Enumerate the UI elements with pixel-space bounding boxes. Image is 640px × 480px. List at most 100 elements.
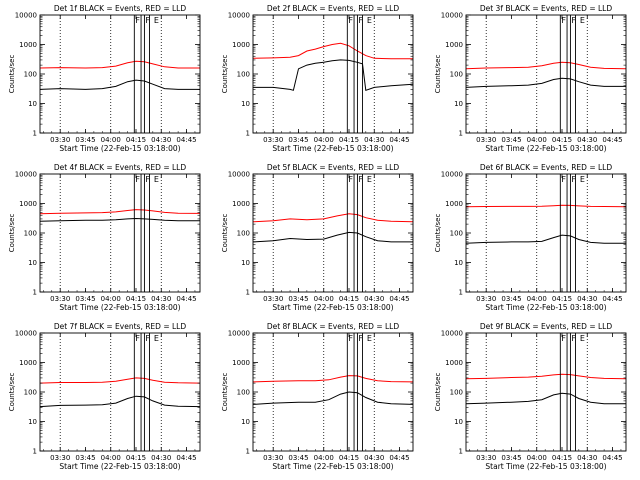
x-tick-label: 04:15	[339, 295, 359, 303]
x-tick-label: 03:30	[476, 454, 496, 462]
x-tick-label: 03:30	[476, 295, 496, 303]
x-tick-label: 04:00	[527, 295, 547, 303]
flare-marker-label: F	[571, 175, 576, 184]
y-tick-label: 10000	[15, 12, 37, 20]
flare-marker-label: F	[561, 16, 566, 25]
x-tick-label: 04:45	[176, 295, 196, 303]
panel-title: Det 4f BLACK = Events, RED = LLD	[54, 163, 187, 172]
y-axis-label: Counts/sec	[8, 214, 16, 253]
panel-title: Det 2f BLACK = Events, RED = LLD	[267, 4, 400, 13]
panel-title: Det 7f BLACK = Events, RED = LLD	[54, 322, 187, 331]
y-tick-label: 1	[459, 130, 463, 138]
y-tick-label: 10	[241, 418, 250, 426]
x-tick-label: 04:00	[101, 136, 121, 144]
x-tick-label: 03:45	[501, 454, 521, 462]
lld-series-line	[465, 204, 627, 208]
x-tick-label: 04:15	[126, 295, 146, 303]
flare-marker-label: E	[580, 16, 585, 25]
plot-frame	[39, 332, 201, 452]
y-tick-label: 100	[24, 71, 37, 79]
y-tick-label: 10	[241, 259, 250, 267]
y-tick-label: 100	[237, 230, 250, 238]
x-tick-label: 04:15	[552, 136, 572, 144]
x-tick-label: 04:00	[101, 454, 121, 462]
x-axis-label: Start Time (22-Feb-15 03:18:00)	[272, 462, 393, 471]
y-axis-label: Counts/sec	[434, 214, 442, 253]
x-tick-label: 04:45	[389, 136, 409, 144]
y-tick-label: 100	[24, 389, 37, 397]
plot-frame	[465, 332, 627, 452]
x-tick-label: 04:45	[389, 454, 409, 462]
y-tick-label: 100	[450, 389, 463, 397]
y-tick-label: 10	[28, 418, 37, 426]
y-tick-label: 1000	[445, 359, 463, 367]
flare-marker-label: F	[571, 334, 576, 343]
x-axis-label: Start Time (22-Feb-15 03:18:00)	[272, 144, 393, 153]
flare-marker-label: F	[348, 175, 353, 184]
x-tick-label: 03:30	[476, 136, 496, 144]
y-tick-label: 10000	[15, 171, 37, 179]
x-tick-label: 04:00	[314, 454, 334, 462]
x-tick-label: 04:30	[151, 136, 171, 144]
x-tick-label: 03:45	[288, 136, 308, 144]
x-tick-label: 04:45	[602, 136, 622, 144]
x-tick-label: 04:30	[577, 295, 597, 303]
flare-marker-label: E	[367, 334, 372, 343]
flare-marker-label: F	[348, 16, 353, 25]
y-tick-label: 1000	[19, 41, 37, 49]
x-tick-label: 03:45	[75, 454, 95, 462]
x-tick-label: 04:30	[577, 454, 597, 462]
y-tick-label: 10000	[228, 330, 250, 338]
x-tick-label: 04:30	[364, 454, 384, 462]
x-tick-label: 04:15	[126, 136, 146, 144]
x-tick-label: 03:45	[501, 136, 521, 144]
flare-marker-label: F	[358, 16, 363, 25]
y-tick-label: 1	[459, 289, 463, 297]
x-tick-label: 03:45	[501, 295, 521, 303]
y-tick-label: 10000	[441, 12, 463, 20]
plot-frame	[465, 14, 627, 134]
panel-title: Det 9f BLACK = Events, RED = LLD	[480, 322, 613, 331]
x-tick-label: 03:45	[75, 295, 95, 303]
lld-series-line	[252, 213, 414, 223]
x-tick-label: 04:45	[389, 295, 409, 303]
x-tick-label: 04:45	[602, 454, 622, 462]
x-tick-label: 03:30	[263, 295, 283, 303]
events-series-line	[39, 395, 201, 408]
events-series-line	[252, 231, 413, 243]
y-tick-label: 1000	[232, 359, 250, 367]
x-tick-label: 04:45	[176, 136, 196, 144]
y-axis-label: Counts/sec	[221, 373, 229, 412]
y-tick-label: 10	[241, 100, 250, 108]
x-tick-label: 04:15	[552, 454, 572, 462]
x-tick-label: 04:15	[126, 454, 146, 462]
x-tick-label: 04:00	[101, 295, 121, 303]
flare-marker-label: F	[358, 334, 363, 343]
x-tick-label: 04:15	[552, 295, 572, 303]
y-tick-label: 1	[246, 130, 250, 138]
events-series-line	[465, 77, 626, 88]
panel-title: Det 6f BLACK = Events, RED = LLD	[480, 163, 613, 172]
y-tick-label: 10	[454, 100, 463, 108]
y-tick-label: 10000	[15, 330, 37, 338]
y-axis-label: Counts/sec	[8, 55, 16, 94]
x-axis-label: Start Time (22-Feb-15 03:18:00)	[272, 303, 393, 312]
y-tick-label: 10	[454, 418, 463, 426]
x-tick-label: 04:45	[602, 295, 622, 303]
x-tick-label: 03:30	[50, 136, 70, 144]
x-tick-label: 03:45	[288, 454, 308, 462]
panel-title: Det 3f BLACK = Events, RED = LLD	[480, 4, 613, 13]
y-axis-label: Counts/sec	[221, 214, 229, 253]
y-tick-label: 1	[246, 289, 250, 297]
y-tick-label: 100	[237, 71, 250, 79]
y-tick-label: 1000	[232, 200, 250, 208]
flare-marker-label: F	[145, 334, 150, 343]
